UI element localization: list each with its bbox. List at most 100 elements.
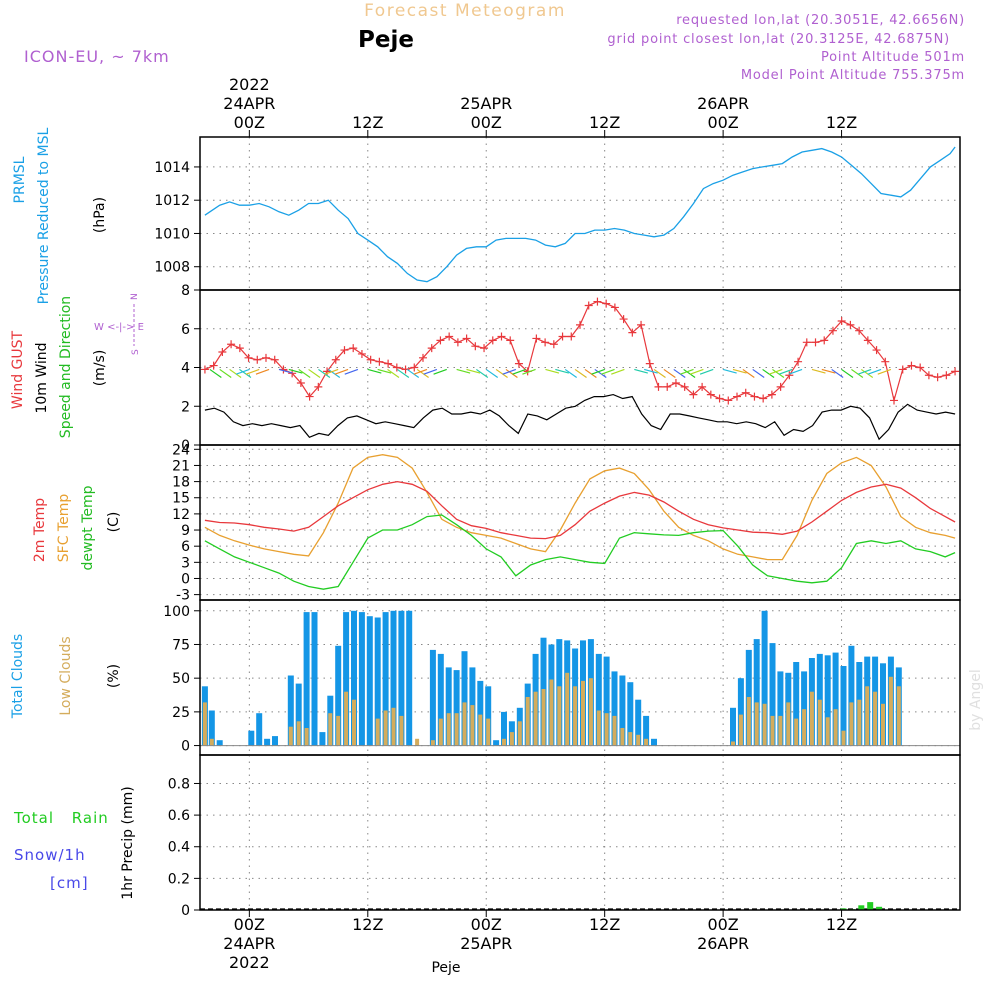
y-tick-label: 18 — [172, 475, 190, 491]
wind-gust-marker — [724, 396, 733, 405]
wind-gust-marker — [392, 363, 401, 372]
total-cloud-bar — [619, 675, 626, 746]
wind-direction-arrow — [821, 368, 836, 374]
total-cloud-bar — [303, 612, 310, 746]
total-cloud-bar — [635, 699, 642, 746]
wind-gust-marker — [828, 326, 837, 335]
wind-direction-arrow — [857, 368, 872, 375]
compass-n: N — [130, 293, 140, 300]
total-cloud-bar — [603, 656, 610, 746]
low-cloud-bar — [573, 686, 578, 746]
wind-gust-marker — [881, 357, 890, 366]
wind-direction-arrow — [288, 368, 303, 374]
wind-direction-arrow — [811, 368, 826, 374]
total-cloud-bar — [611, 671, 618, 746]
temp-sfc-label: SFC Temp — [56, 494, 72, 563]
wind-gust-marker — [445, 332, 454, 341]
low-cloud-bar — [628, 732, 633, 746]
wind-gust-marker — [314, 382, 323, 391]
low-cloud-bar — [881, 703, 885, 746]
pressure-label-prmsl: PRMSL — [12, 156, 28, 203]
wind-direction-arrow — [699, 368, 714, 375]
wind-direction-arrow — [545, 368, 560, 374]
wind-gust-marker — [855, 326, 864, 335]
wind-gust-marker — [558, 332, 567, 341]
wind-gust-marker — [706, 390, 715, 399]
wind-direction-arrow — [466, 368, 481, 374]
low-cloud-bar — [565, 672, 570, 746]
bottom-time-label: 26APR — [697, 934, 749, 953]
wind-direction-arrow — [367, 368, 382, 374]
total-cloud-bar — [737, 678, 744, 746]
wind-gust-marker — [933, 373, 942, 382]
top-time-label: 12Z — [352, 113, 383, 132]
low-cloud-bar — [778, 715, 783, 746]
dewpt-line — [204, 514, 956, 590]
wind-panel: 0 2 4 6 8 — [181, 283, 961, 454]
y-tick-label: 12 — [172, 507, 190, 523]
temp-unit: (C) — [106, 512, 122, 533]
low-cloud-bar — [825, 717, 830, 746]
temp-labels: 2m Temp SFC Temp dewpt Temp (C) — [32, 485, 122, 570]
precip-axis-label: 1hr Precip (mm) — [120, 786, 136, 899]
low-cloud-bar — [754, 702, 759, 746]
total-cloud-bar — [295, 683, 302, 746]
wind-gust-marker — [802, 338, 811, 347]
low-cloud-bar — [794, 718, 799, 746]
wind-direction-arrow — [564, 368, 578, 378]
y-tick-label: 0.2 — [168, 871, 190, 887]
wind-direction-arrow — [344, 368, 359, 375]
wind-gust-marker — [846, 320, 855, 329]
low-cloud-bar — [802, 709, 807, 746]
total-cloud-bar — [390, 610, 397, 746]
low-cloud-bar — [833, 709, 838, 746]
wind-direction-arrow — [318, 368, 331, 378]
precip-labels: Total Rain Snow/1h [cm] 1hr Precip (mm) — [13, 786, 136, 899]
y-tick-label: 0.8 — [168, 776, 190, 792]
total-cloud-bar — [753, 639, 760, 746]
y-tick-label: 24 — [172, 442, 190, 458]
wind-gust-marker — [872, 346, 881, 355]
wind-10m-label: 10m Wind — [34, 342, 50, 413]
bottom-time-label: 12Z — [826, 915, 857, 934]
wind-gust-marker — [366, 355, 375, 364]
wind-gust-marker — [837, 317, 846, 325]
wind-gust-marker — [244, 353, 253, 362]
total-cloud-bar — [319, 732, 326, 746]
wind-direction-arrow — [860, 368, 874, 378]
wind-gust-marker — [453, 338, 462, 347]
wind-gust-marker — [637, 320, 646, 329]
total-cloud-bar — [730, 707, 736, 746]
bottom-time-label: 00Z — [234, 915, 265, 934]
wind-gust-marker — [776, 382, 785, 391]
wind-gust-marker — [820, 336, 829, 345]
low-cloud-bar — [888, 676, 893, 746]
wind-direction-arrow — [594, 368, 607, 378]
requested-coords: requested lon,lat (20.3051E, 42.6656N) — [676, 13, 965, 28]
wind-gust-marker — [794, 357, 803, 366]
total-cloud-bar — [216, 740, 223, 746]
low-cloud-bar — [620, 728, 625, 746]
wind-direction-arrow — [831, 368, 844, 378]
low-cloud-bar — [502, 738, 506, 746]
low-cloud-bar — [454, 713, 459, 746]
total-cloud-bar — [453, 670, 460, 746]
y-tick-label: 0 — [181, 739, 190, 755]
wind-direction-arrow — [788, 368, 803, 375]
wind-direction-arrow — [298, 368, 311, 378]
wind-gust-marker — [270, 355, 279, 364]
wind-gust-marker — [462, 334, 471, 343]
sfc-temp-line — [204, 454, 956, 561]
low-cloud-bar — [581, 680, 585, 746]
wind-gust-marker — [750, 392, 759, 401]
wind-direction-arrow — [851, 368, 864, 378]
total-cloud-bar — [406, 610, 413, 746]
wind-direction-arrow — [334, 368, 349, 375]
wind-direction-arrow — [433, 368, 447, 375]
total-cloud-bar — [477, 680, 484, 746]
rain-bar — [840, 908, 847, 910]
low-cloud-bar — [415, 738, 420, 746]
wind-direction-arrow — [722, 368, 737, 374]
